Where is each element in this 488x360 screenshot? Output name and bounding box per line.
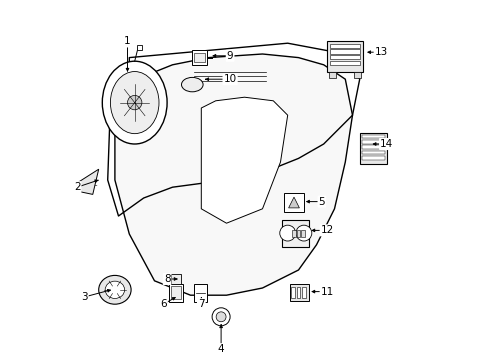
Bar — [192, 50, 206, 65]
Bar — [361, 156, 384, 160]
Bar — [329, 61, 360, 65]
Bar — [136, 45, 142, 50]
Bar — [302, 287, 305, 298]
Bar — [282, 220, 309, 247]
Text: 5: 5 — [318, 197, 325, 207]
Bar — [168, 284, 183, 302]
Bar — [292, 230, 295, 237]
Bar — [170, 274, 181, 284]
Bar — [329, 49, 360, 54]
Bar — [361, 135, 384, 138]
Bar — [296, 230, 300, 237]
Bar — [291, 287, 294, 298]
Circle shape — [295, 225, 311, 241]
Bar — [326, 41, 363, 72]
Bar — [354, 72, 360, 78]
Polygon shape — [288, 197, 299, 208]
Text: 9: 9 — [226, 51, 233, 61]
Bar — [194, 53, 204, 62]
Circle shape — [279, 225, 295, 241]
Text: 2: 2 — [74, 182, 80, 192]
Ellipse shape — [110, 72, 159, 134]
Bar — [361, 151, 384, 154]
Bar — [361, 145, 384, 149]
Bar — [328, 72, 335, 78]
Text: 10: 10 — [223, 74, 236, 84]
Bar — [289, 284, 309, 301]
Bar — [296, 287, 300, 298]
Circle shape — [212, 308, 230, 326]
Polygon shape — [79, 169, 99, 194]
Circle shape — [216, 312, 225, 322]
Text: 8: 8 — [163, 274, 170, 284]
Ellipse shape — [99, 275, 131, 304]
Polygon shape — [201, 97, 287, 223]
Text: 4: 4 — [217, 344, 224, 354]
Bar — [329, 44, 360, 48]
Bar — [329, 55, 360, 59]
Text: 6: 6 — [160, 299, 166, 309]
Text: 14: 14 — [379, 139, 392, 149]
Bar — [361, 140, 384, 144]
Ellipse shape — [102, 61, 167, 144]
Text: 13: 13 — [374, 47, 387, 57]
Ellipse shape — [181, 77, 203, 92]
Circle shape — [127, 95, 142, 110]
Text: 1: 1 — [124, 36, 131, 46]
Ellipse shape — [105, 281, 124, 298]
Polygon shape — [115, 54, 352, 295]
Text: 3: 3 — [81, 292, 87, 302]
Text: 11: 11 — [320, 287, 333, 297]
Bar — [170, 286, 181, 299]
Bar — [301, 230, 304, 237]
Bar — [359, 133, 386, 164]
Bar — [284, 193, 303, 212]
Text: 12: 12 — [320, 225, 333, 235]
Text: 7: 7 — [198, 299, 204, 309]
Bar — [194, 284, 206, 302]
